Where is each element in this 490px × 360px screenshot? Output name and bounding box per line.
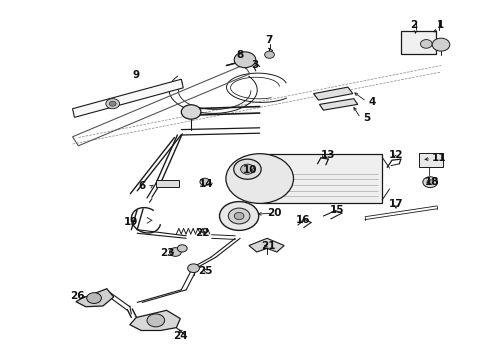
Text: 13: 13 (321, 150, 336, 160)
Circle shape (423, 177, 438, 188)
Circle shape (109, 101, 116, 106)
Circle shape (200, 178, 210, 185)
Text: 19: 19 (124, 217, 139, 228)
Polygon shape (73, 79, 183, 117)
Text: 8: 8 (237, 50, 244, 60)
Circle shape (177, 245, 187, 252)
Circle shape (234, 212, 244, 220)
Circle shape (181, 105, 201, 119)
Polygon shape (249, 238, 284, 252)
Polygon shape (319, 99, 358, 110)
Text: 4: 4 (368, 96, 376, 107)
Circle shape (87, 293, 101, 303)
FancyBboxPatch shape (419, 153, 443, 167)
Text: 15: 15 (330, 204, 344, 215)
Circle shape (188, 264, 199, 273)
Text: 17: 17 (389, 199, 403, 210)
Bar (156, 180, 179, 187)
Circle shape (220, 202, 259, 230)
Bar (260, 154, 382, 203)
Text: 26: 26 (70, 291, 85, 301)
Text: 18: 18 (425, 177, 440, 187)
Circle shape (147, 314, 165, 327)
Circle shape (234, 52, 256, 68)
Circle shape (170, 248, 181, 256)
Polygon shape (130, 310, 180, 330)
Circle shape (241, 164, 254, 174)
Circle shape (265, 51, 274, 58)
Text: 20: 20 (267, 208, 282, 218)
Text: 5: 5 (363, 113, 370, 123)
Circle shape (228, 208, 250, 224)
Text: 24: 24 (173, 330, 188, 341)
Text: 22: 22 (196, 228, 210, 238)
Text: 23: 23 (160, 248, 175, 258)
Circle shape (432, 38, 450, 51)
Polygon shape (76, 289, 114, 307)
FancyBboxPatch shape (401, 31, 436, 54)
Text: 12: 12 (389, 150, 403, 160)
Text: 6: 6 (139, 181, 146, 192)
Text: 10: 10 (243, 165, 257, 175)
Text: 3: 3 (251, 60, 258, 70)
Circle shape (420, 40, 432, 48)
Text: 25: 25 (198, 266, 213, 276)
Text: 16: 16 (295, 215, 310, 225)
Polygon shape (314, 87, 353, 100)
Circle shape (106, 99, 120, 109)
Text: 9: 9 (133, 70, 140, 80)
Text: 1: 1 (437, 20, 443, 30)
Text: 2: 2 (411, 20, 417, 30)
Text: 14: 14 (198, 179, 213, 189)
Text: 7: 7 (265, 35, 272, 45)
Circle shape (234, 159, 261, 179)
Text: 11: 11 (432, 153, 446, 163)
Circle shape (226, 154, 294, 203)
Text: 21: 21 (261, 240, 276, 251)
Circle shape (427, 180, 434, 185)
